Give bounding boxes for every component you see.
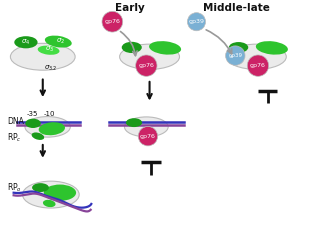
Ellipse shape bbox=[122, 42, 142, 53]
Ellipse shape bbox=[226, 46, 245, 65]
Ellipse shape bbox=[256, 41, 288, 55]
Text: gp39: gp39 bbox=[228, 53, 242, 58]
Ellipse shape bbox=[247, 55, 269, 76]
Ellipse shape bbox=[138, 126, 158, 146]
Ellipse shape bbox=[44, 184, 76, 201]
Text: Early: Early bbox=[115, 3, 145, 13]
Text: $\sigma_2$: $\sigma_2$ bbox=[56, 37, 65, 46]
Ellipse shape bbox=[14, 36, 38, 48]
Text: gp76: gp76 bbox=[250, 63, 266, 68]
Ellipse shape bbox=[102, 11, 123, 32]
Ellipse shape bbox=[43, 200, 56, 207]
Ellipse shape bbox=[32, 183, 49, 192]
Ellipse shape bbox=[136, 55, 157, 76]
Ellipse shape bbox=[22, 181, 79, 208]
Text: Middle-late: Middle-late bbox=[203, 3, 270, 13]
Text: gp76: gp76 bbox=[104, 19, 120, 24]
Ellipse shape bbox=[32, 133, 44, 140]
Ellipse shape bbox=[38, 46, 59, 55]
Text: $\sigma_{3.2}$: $\sigma_{3.2}$ bbox=[44, 63, 58, 73]
Text: gp39: gp39 bbox=[188, 19, 204, 24]
Ellipse shape bbox=[124, 117, 168, 137]
Ellipse shape bbox=[25, 117, 70, 137]
Ellipse shape bbox=[188, 13, 205, 31]
Ellipse shape bbox=[229, 42, 248, 53]
Text: $\sigma_3$: $\sigma_3$ bbox=[45, 45, 55, 54]
Ellipse shape bbox=[25, 119, 41, 128]
Text: gp76: gp76 bbox=[140, 134, 156, 139]
Text: -35: -35 bbox=[27, 111, 38, 117]
Ellipse shape bbox=[10, 43, 75, 70]
Ellipse shape bbox=[39, 122, 65, 135]
Ellipse shape bbox=[149, 41, 181, 55]
Text: RP$_o$: RP$_o$ bbox=[7, 181, 22, 194]
Ellipse shape bbox=[227, 44, 286, 69]
Text: RP$_c$: RP$_c$ bbox=[7, 132, 22, 144]
Ellipse shape bbox=[120, 44, 179, 69]
Ellipse shape bbox=[126, 118, 142, 127]
Text: $\sigma_4$: $\sigma_4$ bbox=[21, 38, 31, 47]
Ellipse shape bbox=[45, 35, 72, 47]
Text: DNA: DNA bbox=[7, 117, 24, 125]
Text: -10: -10 bbox=[44, 111, 56, 117]
Text: gp76: gp76 bbox=[138, 63, 154, 68]
